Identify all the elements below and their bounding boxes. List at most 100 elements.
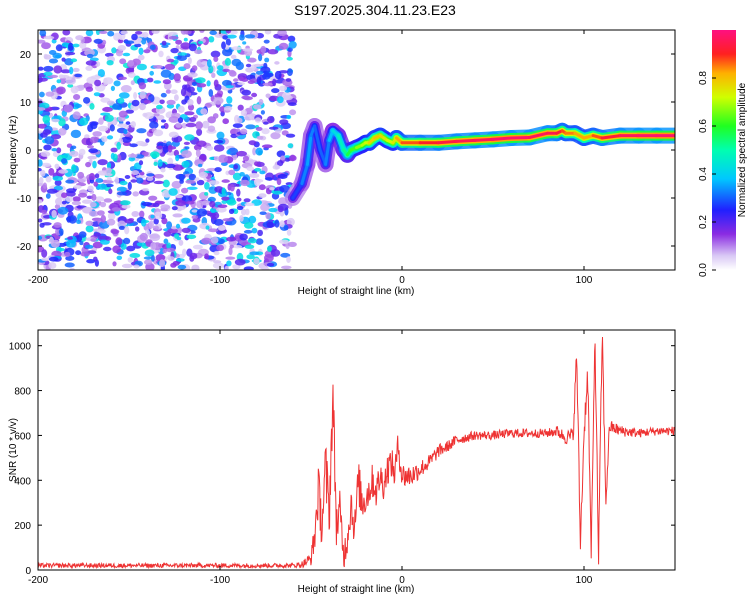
spectrogram-noise-blob <box>262 82 273 87</box>
spectrogram-noise-blob <box>274 219 280 228</box>
spectrogram-ridge-segment <box>582 134 595 140</box>
spectrogram-noise-blob <box>39 102 50 109</box>
spectrogram-noise-blob <box>97 183 107 190</box>
spectrogram-noise-blob <box>243 114 253 121</box>
spectrogram-noise-blob <box>196 208 208 217</box>
spectrogram-noise-blob <box>170 262 177 268</box>
spectrogram-noise-blob <box>267 49 279 55</box>
spectrogram-noise-blob <box>279 220 285 228</box>
spectrogram-noise-blob <box>116 154 122 163</box>
spectrogram-noise-blob <box>267 245 272 252</box>
spectrogram-noise-blob <box>56 147 62 154</box>
spectrogram-noise-blob <box>78 117 89 126</box>
spectrogram-noise-blob <box>137 54 145 61</box>
spectrogram-noise-blob <box>160 167 166 173</box>
spectrogram-noise-blob <box>252 147 257 156</box>
spectrogram-noise-blob <box>54 163 60 169</box>
spectrogram-noise-blob <box>259 211 267 215</box>
spectrogram-noise-blob <box>98 235 110 240</box>
colorbar-tick-label: 0.0 <box>698 263 709 277</box>
spectrogram-noise-blob <box>181 99 187 105</box>
spectrogram-noise-blob <box>95 196 105 202</box>
spectrogram-noise-blob <box>135 226 140 232</box>
spectrogram-noise-blob <box>48 58 59 64</box>
spectrogram-noise-blob <box>65 51 76 56</box>
spectrogram-noise-blob <box>38 66 44 71</box>
spectrogram-noise-blob <box>161 44 169 48</box>
spectrogram-noise-blob <box>222 68 231 73</box>
spectrogram-noise-blob <box>210 208 217 214</box>
spectrogram-noise-blob <box>92 241 103 249</box>
spectrogram-noise-blob <box>90 238 97 242</box>
spectrogram-noise-blob <box>38 199 43 204</box>
spectrogram-noise-blob <box>253 161 259 166</box>
spectrogram-noise-blob <box>216 244 225 252</box>
spectrogram-noise-blob <box>206 80 211 87</box>
spectrogram-noise-blob <box>127 181 132 191</box>
spectrogram-noise-blob <box>115 50 123 57</box>
spectrogram-noise-blob <box>216 131 225 140</box>
spectrogram-noise-blob <box>122 141 131 146</box>
spectrogram-noise-blob <box>187 57 192 65</box>
y-tick-label: 400 <box>14 476 31 487</box>
spectrogram-noise-blob <box>117 123 128 128</box>
spectrogram-noise-blob <box>213 260 222 264</box>
spectrogram-noise-blob <box>50 134 62 140</box>
spectrogram-noise-blob <box>70 145 77 150</box>
y-tick-label: 1000 <box>9 342 32 353</box>
spectrogram-noise-blob <box>240 109 247 117</box>
spectrogram-noise-blob <box>38 182 44 187</box>
spectrogram-noise-blob <box>261 266 270 270</box>
spectrogram-noise-blob <box>125 109 134 114</box>
spectrogram-noise-blob <box>191 81 197 86</box>
spectrogram-ridge-segment <box>327 129 335 142</box>
spectrogram-noise-blob <box>286 68 293 76</box>
spectrogram-noise-blob <box>175 122 182 128</box>
spectrogram-noise-blob <box>85 86 94 92</box>
spectrogram-noise-blob <box>208 180 220 185</box>
y-tick-label: -20 <box>17 242 32 253</box>
spectrogram-noise-blob <box>138 160 144 166</box>
spectrogram-noise-blob <box>122 52 131 57</box>
spectrogram-noise-blob <box>52 175 64 181</box>
spectrogram-noise-blob <box>93 92 101 97</box>
spectrogram-noise-blob <box>198 40 204 45</box>
spectrogram-noise-blob <box>120 243 127 250</box>
spectrogram-noise-blob <box>38 39 46 44</box>
spectrogram-noise-blob <box>43 144 52 151</box>
spectrogram-noise-blob <box>59 228 64 236</box>
spectrogram-noise-blob <box>136 128 147 134</box>
spectrogram-noise-blob <box>81 199 93 204</box>
x-tick-label: 0 <box>399 575 405 586</box>
spectrogram-noise-blob <box>251 227 258 234</box>
spectrogram-noise-blob <box>111 207 121 212</box>
spectrogram-noise-blob <box>168 131 179 138</box>
spectrogram-noise-blob <box>160 92 167 98</box>
spectrogram-noise-blob <box>97 69 105 78</box>
spectrogram-noise-blob <box>43 65 54 72</box>
spectrogram-ridge-segment <box>313 124 322 152</box>
spectrogram-noise-blob <box>214 93 223 99</box>
spectrogram-noise-blob <box>44 136 55 145</box>
x-tick-label: -200 <box>28 275 48 286</box>
spectrogram-noise-blob <box>53 185 64 191</box>
spectrogram-noise-blob <box>48 262 57 269</box>
spectrogram-noise-blob <box>135 31 143 35</box>
spectrogram-noise-blob <box>45 193 51 199</box>
spectrogram-noise-blob <box>65 255 75 261</box>
spectrogram-noise-blob <box>243 266 254 270</box>
spectrogram-noise-blob <box>54 204 61 210</box>
spectrogram-noise-blob <box>49 50 57 55</box>
x-tick-label: 100 <box>576 575 593 586</box>
spectrogram-noise-blob <box>228 69 236 74</box>
spectrogram-noise-blob <box>281 265 292 270</box>
y-tick-label: 200 <box>14 521 31 532</box>
spectrogram-noise-blob <box>177 264 187 270</box>
spectrogram-noise-blob <box>247 57 257 63</box>
spectrogram-noise-blob <box>191 264 200 270</box>
spectrogram-noise-blob <box>166 58 175 63</box>
spectrogram-noise-blob <box>255 70 264 75</box>
y-tick-label: 20 <box>20 50 32 61</box>
spectrogram-noise-blob <box>165 89 171 94</box>
